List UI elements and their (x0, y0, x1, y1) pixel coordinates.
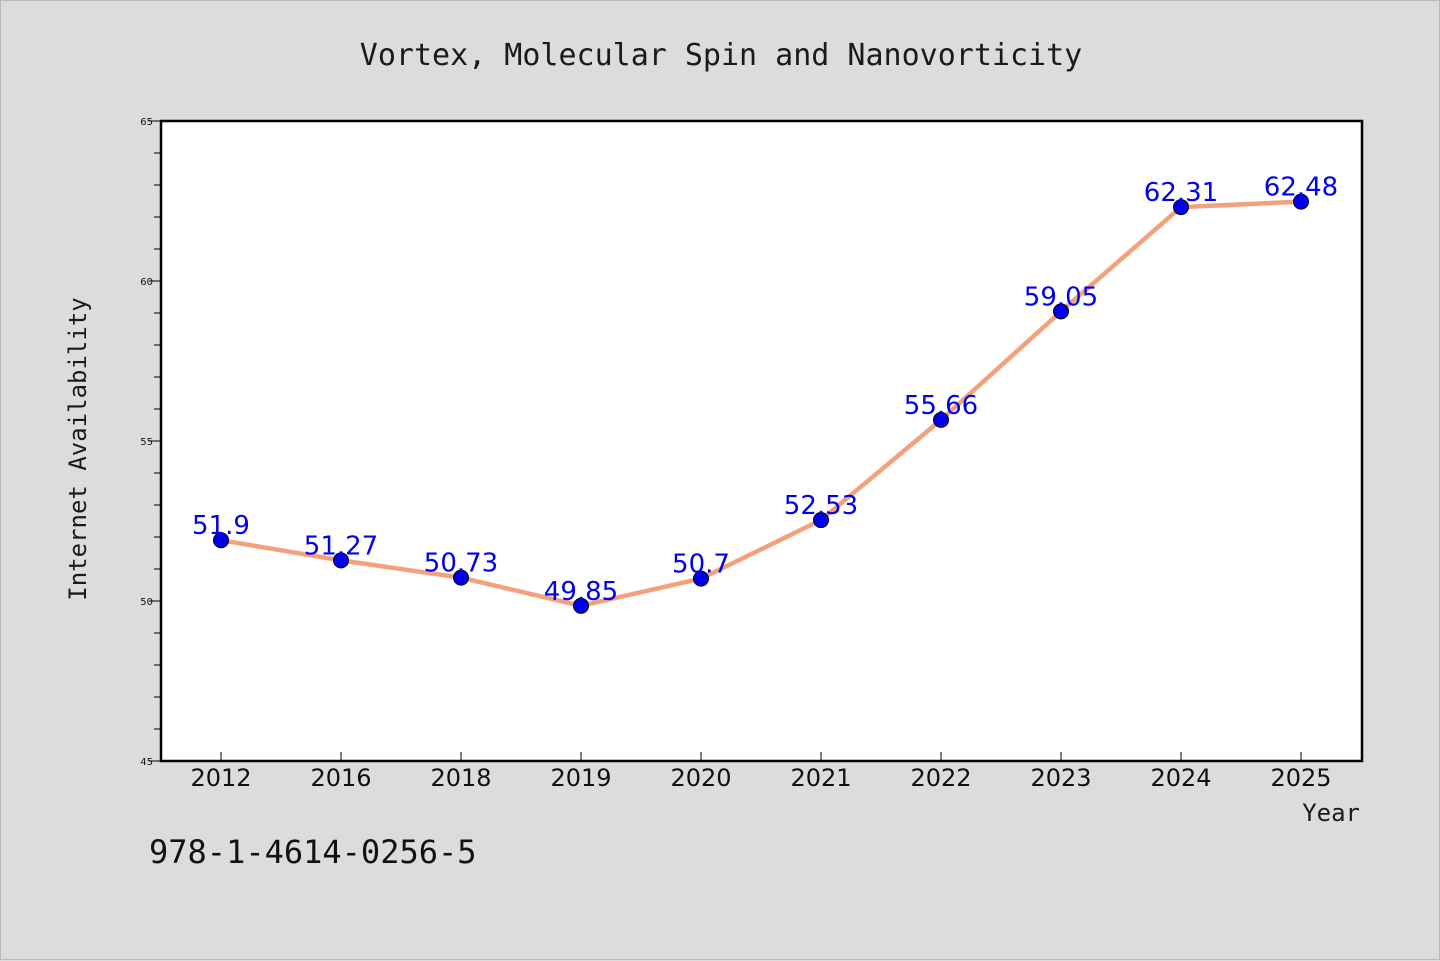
x-tick-label: 2018 (430, 764, 491, 792)
data-label: 50.73 (424, 549, 498, 579)
x-tick-label: 2022 (910, 764, 971, 792)
plot-area (159, 119, 1364, 763)
data-label-group: 51.9 51.27 50.73 49.85 50.7 52.53 55.66 59.05 62… (192, 173, 1338, 607)
y-tick-label: 55 (140, 437, 153, 448)
data-point (333, 552, 349, 569)
data-label: 62.48 (1264, 173, 1338, 203)
x-axis: 2012 2016 2018 2019 2020 2021 2022 2023 2024 2025 (190, 752, 1332, 792)
x-tick-label: 2019 (550, 764, 611, 792)
data-label: 52.53 (784, 491, 858, 521)
series-line (220, 199, 1302, 609)
data-label: 59.05 (1024, 282, 1098, 312)
chart-title: Vortex, Molecular Spin and Nanovorticity (360, 38, 1082, 73)
x-tick-label: 2016 (310, 764, 371, 792)
x-tick-label: 2023 (1030, 764, 1091, 792)
x-tick-label: 2025 (1270, 764, 1331, 792)
data-label: 51.27 (304, 531, 378, 561)
y-tick-label: 45 (140, 757, 153, 768)
series-line-group (213, 193, 1309, 614)
x-axis-label: Year (1302, 799, 1360, 827)
data-point (813, 512, 829, 529)
y-axis-label: Internet Availability (64, 297, 92, 600)
data-label: 50.7 (672, 550, 730, 580)
data-point (1293, 193, 1309, 210)
x-tick-label: 2020 (670, 764, 731, 792)
y-tick-label: 65 (140, 117, 153, 128)
isbn-code: 978-1-4614-0256-5 (149, 833, 477, 871)
x-tick-label: 2012 (190, 764, 251, 792)
data-label: 51.9 (192, 511, 250, 541)
data-point (693, 570, 709, 587)
data-point (1053, 303, 1069, 320)
x-tick-label: 2024 (1150, 764, 1211, 792)
data-label: 55.66 (904, 391, 978, 421)
data-point (933, 411, 949, 428)
data-point (453, 569, 469, 586)
data-point (573, 597, 589, 614)
data-label: 49.85 (544, 577, 618, 607)
data-point (1173, 199, 1189, 216)
x-tick-label: 2021 (790, 764, 851, 792)
y-tick-label: 60 (140, 277, 153, 288)
y-axis: 45 50 55 60 65 (140, 117, 161, 768)
data-point (213, 532, 229, 549)
data-label: 62.31 (1144, 178, 1218, 208)
y-tick-label: 50 (140, 597, 153, 608)
